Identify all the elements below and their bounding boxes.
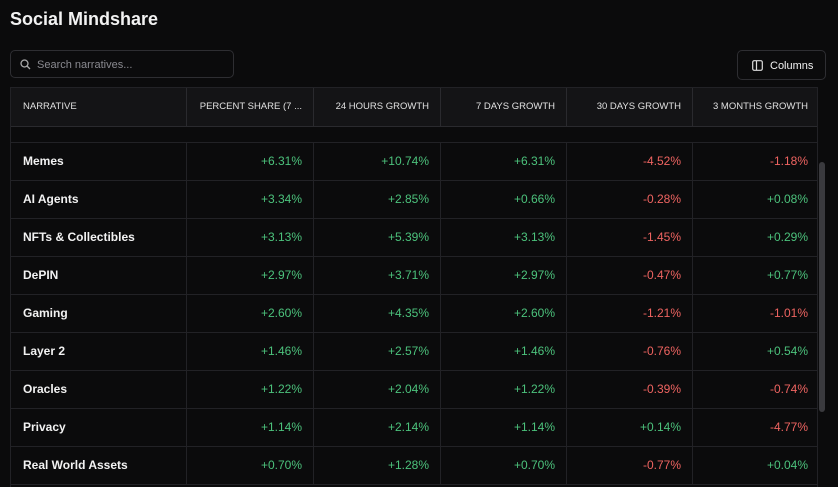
growth-value: +1.22% — [441, 370, 567, 408]
table-row[interactable]: Gaming +2.60% +4.35% +2.60% -1.21% -1.01% — [11, 294, 817, 333]
growth-value: -0.28% — [567, 180, 693, 218]
growth-value: +10.74% — [314, 142, 441, 180]
growth-value: +1.46% — [441, 332, 567, 370]
narrative-name: AI Agents — [11, 180, 187, 218]
growth-value: +2.14% — [314, 408, 441, 446]
growth-value: -0.74% — [769, 382, 808, 396]
growth-value: -1.21% — [567, 294, 693, 332]
growth-value: -4.77% — [769, 420, 808, 434]
growth-value: +2.57% — [314, 332, 441, 370]
search-box[interactable]: Search narratives... — [10, 50, 234, 78]
growth-value: +1.28% — [314, 446, 441, 484]
columns-icon — [752, 60, 763, 71]
search-icon — [20, 59, 31, 70]
growth-value: +0.54% — [766, 344, 808, 358]
growth-value: +4.35% — [314, 294, 441, 332]
growth-value: +2.60% — [441, 294, 567, 332]
growth-value: +3.13% — [441, 218, 567, 256]
column-header[interactable]: 24 HOURS GROWTH — [314, 88, 441, 126]
growth-value: -4.52% — [567, 142, 693, 180]
growth-value: +2.04% — [314, 370, 441, 408]
scrollbar[interactable] — [819, 162, 825, 412]
growth-value: +1.14% — [441, 408, 567, 446]
growth-value: +6.31% — [187, 142, 314, 180]
growth-value: -0.76% — [567, 332, 693, 370]
growth-value: +3.34% — [187, 180, 314, 218]
growth-value: +0.66% — [441, 180, 567, 218]
narrative-name: Layer 2 — [11, 332, 187, 370]
table-row[interactable]: DePIN +2.97% +3.71% +2.97% -0.47% +0.77% — [11, 256, 817, 295]
narrative-name: DePIN — [11, 256, 187, 294]
growth-value: +0.70% — [187, 446, 314, 484]
growth-value: +0.04% — [766, 458, 808, 472]
search-placeholder: Search narratives... — [37, 59, 133, 71]
growth-value: -0.47% — [567, 256, 693, 294]
page: Social Mindshare Search narratives... Co… — [10, 9, 826, 487]
table-row[interactable]: Oracles +1.22% +2.04% +1.22% -0.39% -0.74% — [11, 370, 817, 409]
narratives-table: NARRATIVE PERCENT SHARE (7 ... 24 HOURS GR… — [10, 87, 818, 487]
growth-value: +1.14% — [187, 408, 314, 446]
growth-value: +0.70% — [441, 446, 567, 484]
growth-value: +0.08% — [766, 192, 808, 206]
narrative-name: Gaming — [11, 294, 187, 332]
growth-value: +6.31% — [441, 142, 567, 180]
table-row[interactable]: Real World Assets +0.70% +1.28% +0.70% -0.77… — [11, 446, 817, 485]
growth-value: -1.45% — [567, 218, 693, 256]
page-title: Social Mindshare — [10, 9, 159, 29]
table-header: NARRATIVE PERCENT SHARE (7 ... 24 HOURS GR… — [11, 88, 817, 127]
table-row[interactable]: Privacy +1.14% +2.14% +1.14% +0.14% -4.77% — [11, 408, 817, 447]
column-header[interactable]: 3 MONTHS GROWTH — [713, 101, 808, 112]
narrative-name: NFTs & Collectibles — [11, 218, 187, 256]
growth-value: +2.85% — [314, 180, 441, 218]
growth-value: +0.14% — [567, 408, 693, 446]
table-row — [11, 104, 817, 143]
growth-value: +2.97% — [187, 256, 314, 294]
growth-value: -1.18% — [769, 154, 808, 168]
growth-value: +3.71% — [314, 256, 441, 294]
table-row[interactable]: NFTs & Collectibles +3.13% +5.39% +3.13% -1.… — [11, 218, 817, 257]
table-row[interactable]: Layer 2 +1.46% +2.57% +1.46% -0.76% +0.54% — [11, 332, 817, 371]
growth-value: +2.97% — [441, 256, 567, 294]
table-row[interactable]: Memes +6.31% +10.74% +6.31% -4.52% -1.18% — [11, 142, 817, 181]
growth-value: -0.39% — [567, 370, 693, 408]
columns-button[interactable]: Columns — [737, 50, 826, 80]
column-header[interactable]: NARRATIVE — [11, 88, 187, 126]
table-row[interactable]: AI Agents +3.34% +2.85% +0.66% -0.28% +0.08% — [11, 180, 817, 219]
column-header[interactable]: PERCENT SHARE (7 ... — [187, 88, 314, 126]
growth-value: +1.46% — [187, 332, 314, 370]
narrative-name: Oracles — [11, 370, 187, 408]
growth-value: +5.39% — [314, 218, 441, 256]
growth-value: +0.29% — [766, 230, 808, 244]
narrative-name: Privacy — [11, 408, 187, 446]
growth-value: +0.77% — [766, 268, 808, 282]
growth-value: -1.01% — [769, 306, 808, 320]
growth-value: -0.77% — [567, 446, 693, 484]
column-header[interactable]: 30 DAYS GROWTH — [567, 88, 693, 126]
narrative-name: Real World Assets — [11, 446, 187, 484]
narrative-name: Memes — [11, 142, 187, 180]
columns-label: Columns — [770, 60, 814, 72]
growth-value: +1.22% — [187, 370, 314, 408]
growth-value: +2.60% — [187, 294, 314, 332]
column-header[interactable]: 7 DAYS GROWTH — [441, 88, 567, 126]
growth-value: +3.13% — [187, 218, 314, 256]
